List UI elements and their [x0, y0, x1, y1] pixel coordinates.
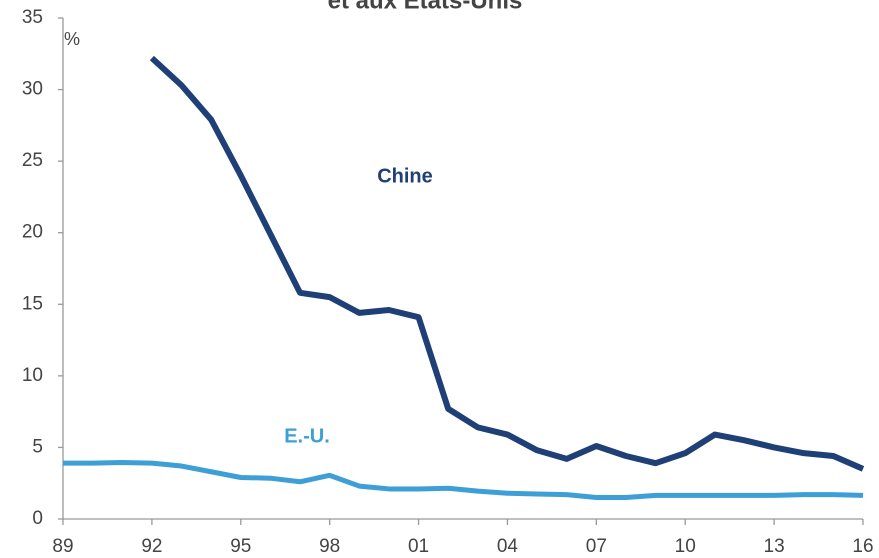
- series-line: [149, 55, 865, 472]
- y-tick-label: 25: [22, 150, 43, 171]
- x-tick-label: 01: [408, 536, 429, 557]
- y-tick-label: 35: [22, 7, 43, 28]
- x-tick-label: 10: [675, 536, 696, 557]
- series-label: Chine: [377, 165, 433, 187]
- series-line: [63, 459, 864, 501]
- x-tick-label: 89: [52, 536, 73, 557]
- y-tick-label: 15: [22, 293, 43, 314]
- x-tick-label: 95: [230, 536, 251, 557]
- y-tick-label: 20: [22, 222, 43, 243]
- x-tick-label: 04: [497, 536, 519, 557]
- y-tick-label: 10: [22, 365, 43, 386]
- y-tick-label: 0: [32, 508, 43, 529]
- x-tick-label: 16: [852, 536, 873, 557]
- x-tick-label: 07: [586, 536, 607, 557]
- y-unit: %: [64, 29, 80, 49]
- x-tick-label: 98: [319, 536, 340, 557]
- x-tick-label: 92: [141, 536, 162, 557]
- y-tick-label: 30: [22, 79, 43, 100]
- chart-title: et aux Etats-Unis: [328, 0, 523, 14]
- x-tick-label: 13: [764, 536, 785, 557]
- series-label: E.-U.: [284, 425, 330, 447]
- y-tick-label: 5: [32, 436, 43, 457]
